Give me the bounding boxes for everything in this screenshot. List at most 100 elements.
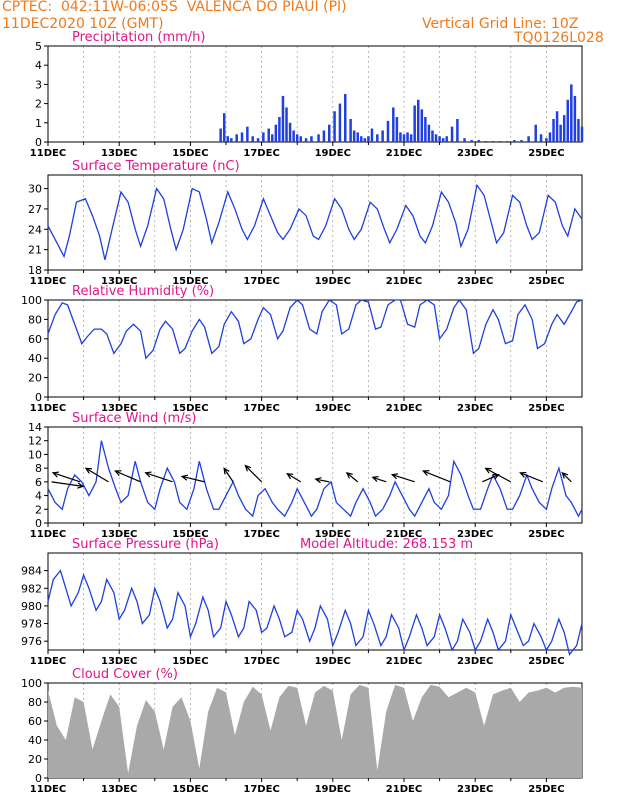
precip-bar — [251, 136, 254, 142]
pressure-ytick-label: 980 — [21, 600, 42, 613]
temperature-panel: 18 21 24 27 30 11DEC 13DEC 15DEC 17DEC 19DEC 21DEC… — [28, 159, 583, 287]
wind-arrow — [244, 465, 263, 483]
wind-arrow — [85, 467, 109, 483]
precip-bar — [360, 136, 363, 142]
model-code: TQ0126L028 — [514, 30, 604, 46]
wind-ytick-label: 2 — [35, 503, 42, 516]
wind-arrow-head — [519, 471, 527, 478]
wind-arrow — [286, 473, 302, 483]
wind-arrow-head — [484, 467, 492, 474]
precipitation-ytick-label: 1 — [35, 117, 42, 130]
precip-bar — [527, 136, 530, 142]
precip-bar — [566, 99, 570, 142]
precip-bar — [491, 141, 495, 142]
wind-xtick-label: 11DEC — [30, 529, 66, 540]
pressure-title: Surface Pressure (hPa) — [72, 537, 219, 552]
temperature-xtick-label: 17DEC — [243, 276, 279, 287]
wind-arrow — [346, 472, 359, 483]
temperature-xtick-label: 21DEC — [386, 276, 422, 287]
wind-arrow — [561, 472, 572, 483]
pressure-xtick-label: 15DEC — [172, 656, 208, 667]
precip-bar — [299, 136, 303, 142]
wind-arrow — [372, 476, 387, 483]
wind-arrow-head — [84, 467, 93, 474]
precip-bar — [226, 136, 230, 142]
wind-ytick-label: 12 — [28, 435, 42, 448]
precip-bar — [570, 84, 573, 142]
precipitation-xtick-label: 17DEC — [243, 148, 279, 159]
precip-bar — [267, 128, 270, 142]
temperature-ytick-label: 30 — [28, 183, 42, 196]
precip-bar — [278, 117, 281, 142]
wind-xtick-label: 13DEC — [101, 529, 137, 540]
wind-line — [47, 440, 583, 518]
precip-bar — [367, 136, 370, 142]
humidity-xtick-label: 11DEC — [30, 403, 66, 414]
precipitation-panel: 0 1 2 3 4 5 11DEC 13DEC 15DEC 17DEC 19DEC 21DEC 23DE… — [30, 30, 584, 159]
wind-arrow-head — [180, 474, 189, 481]
precip-bar — [295, 134, 299, 142]
precip-bar — [413, 105, 416, 142]
precip-bar — [256, 138, 260, 142]
precip-bar — [513, 140, 516, 142]
precipitation-ytick-label: 4 — [35, 59, 42, 72]
wind-ytick-label: 8 — [35, 462, 42, 475]
wind-xtick-label: 17DEC — [243, 529, 279, 540]
wind-frame — [47, 426, 583, 524]
humidity-xtick-label: 25DEC — [528, 403, 564, 414]
wind-xtick-label: 21DEC — [386, 529, 422, 540]
humidity-ytick-label: 40 — [28, 352, 42, 365]
wind-arrow — [115, 470, 141, 483]
precip-bar — [406, 132, 409, 142]
wind-arrow — [315, 478, 330, 483]
cloud-cover-title: Cloud Cover (%) — [72, 667, 178, 682]
precip-bar — [349, 118, 352, 142]
pressure-ytick-label: 978 — [21, 618, 42, 631]
wind-arrow — [223, 468, 234, 483]
wind-arrow-head — [286, 473, 294, 480]
humidity-panel: 0 20 40 60 80 100 11DEC 13DEC 15DEC 17DEC 19DEC 21D… — [21, 284, 583, 414]
wind-arrow-head — [345, 471, 353, 479]
pressure-xtick-label: 11DEC — [30, 656, 66, 667]
pressure-ytick-label: 984 — [21, 565, 42, 578]
cloud-cover-xtick-label: 21DEC — [386, 784, 422, 795]
temperature-ytick-label: 21 — [28, 244, 42, 257]
precip-bar — [392, 107, 395, 142]
wind-xtick-label: 23DEC — [457, 529, 493, 540]
wind-arrow-head — [244, 464, 252, 472]
precip-bar — [338, 103, 342, 142]
humidity-xtick-label: 17DEC — [243, 403, 279, 414]
humidity-xtick-label: 23DEC — [457, 403, 493, 414]
precipitation-frame — [47, 45, 583, 143]
precip-bar — [281, 95, 285, 142]
precip-bar — [240, 132, 244, 142]
wind-arrow — [423, 470, 451, 483]
precip-bar — [498, 141, 502, 142]
cloud-cover-ytick-label: 0 — [35, 772, 42, 785]
precip-bar — [438, 136, 441, 142]
temperature-title: Surface Temperature (nC) — [72, 159, 240, 174]
wind-arrow-head — [314, 477, 322, 484]
precip-bar — [322, 130, 326, 142]
wind-ytick-label: 14 — [28, 421, 42, 434]
cloud-cover-xtick-label: 13DEC — [101, 784, 137, 795]
pressure-frame — [47, 552, 583, 651]
pressure-ytick-label: 982 — [21, 582, 42, 595]
precip-bar — [484, 141, 488, 142]
cloud-cover-ytick-label: 20 — [28, 753, 42, 766]
precip-bar — [262, 132, 265, 142]
wind-xtick-label: 25DEC — [528, 529, 564, 540]
wind-arrow-head — [223, 467, 230, 475]
humidity-frame — [47, 299, 583, 398]
precip-bar — [573, 95, 577, 142]
pressure-xtick-label: 13DEC — [101, 656, 137, 667]
humidity-line — [47, 298, 583, 360]
precip-bar — [562, 115, 566, 142]
precip-bar — [288, 122, 292, 142]
precip-bar — [463, 138, 466, 142]
cloud-cover-xtick-label: 17DEC — [243, 784, 279, 795]
precipitation-xtick-label: 21DEC — [386, 148, 422, 159]
temperature-xtick-label: 11DEC — [30, 276, 66, 287]
